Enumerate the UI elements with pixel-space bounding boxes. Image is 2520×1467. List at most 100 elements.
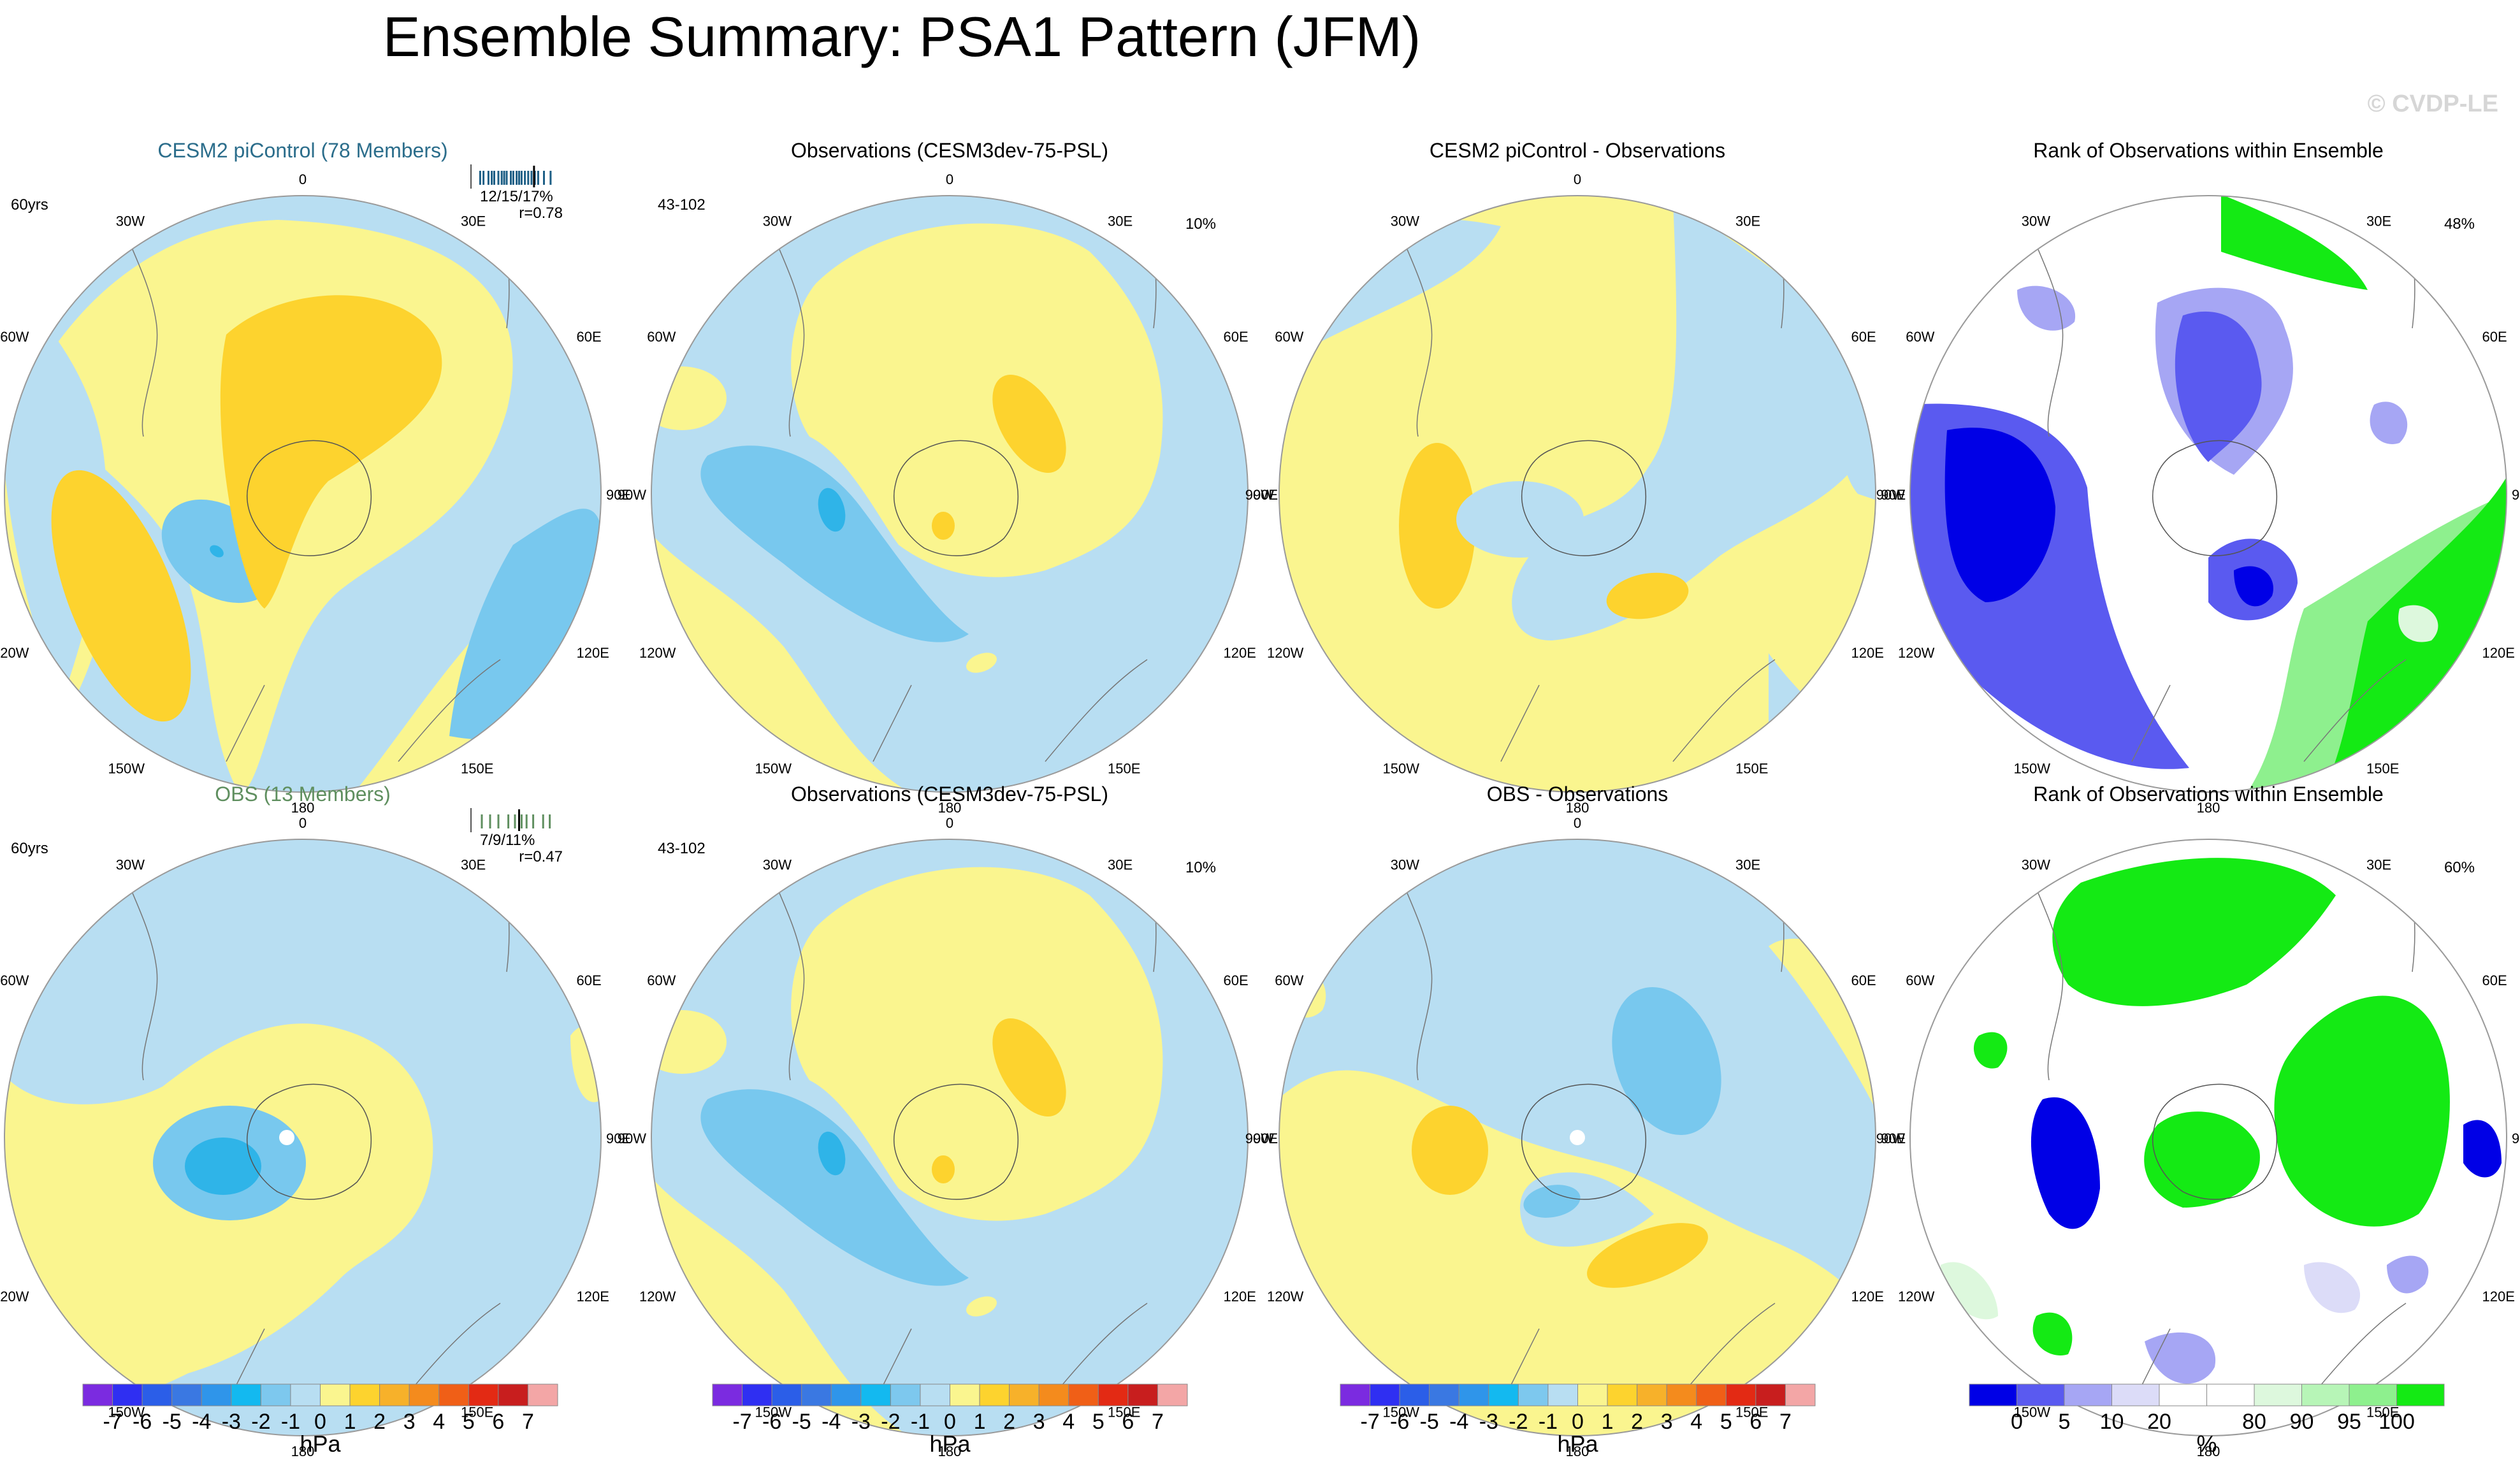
colorbar-swatch [1755,1384,1786,1406]
longitude-label: 150E [1735,1405,1768,1420]
colorbar-tick-label: 1 [974,1410,986,1434]
longitude-label: 60E [1224,972,1249,988]
rank-region [2234,566,2273,607]
contour-region [992,1018,1066,1117]
colorbar-tick-label: 80 [2242,1410,2266,1434]
colorbar-tick-label: 0 [314,1410,326,1434]
colorbar-tick-label: -2 [251,1410,270,1434]
colorbar-tick-label: -6 [1390,1410,1409,1434]
antarctica-outline [2152,440,2278,556]
map-border [1909,839,2507,1436]
colorbar-swatch [527,1384,558,1406]
colorbar-swatch [171,1384,202,1406]
colorbar-tick-label: -7 [103,1410,122,1434]
rank-region [2398,605,2438,642]
percent-label: 10% [1185,859,1216,876]
coastline [1045,659,1148,762]
coastline [1500,684,1540,762]
antarctica-outline [247,440,372,556]
contour-region [791,223,1163,577]
longitude-label: 90W [618,487,646,503]
longitude-label: 150W [2014,761,2051,777]
contour-region [1769,653,1876,792]
panel-title: CESM2 piControl - Observations [1430,139,1725,162]
antarctica-outline [894,1083,1019,1200]
longitude-label: 150W [108,761,145,777]
longitude-label: 60W [647,329,676,345]
colorbar-swatch [320,1384,351,1406]
map-panel: 30E 60E 90E 120E 150E 180 150W 120W 90W 60W 30W Ran… [1876,139,2520,816]
pattern-correlation: r=0.47 [519,848,563,865]
colorbar-tick-label: -4 [192,1410,211,1434]
longitude-label: 90W [1245,1131,1274,1146]
panel-grid: 030E60E90E120E150E180150W120W90W60W30WCE… [0,139,2520,1459]
map-border [651,839,1249,1436]
colorbar: -7 -6 -5 -4 -3 -2 -1 0 1 2 3 4 5 6 7 hPa [712,1384,1188,1457]
longitude-label: 0 [1574,171,1581,187]
colorbar: -7 -6 -5 -4 -3 -2 -1 0 1 2 3 4 5 6 7 hPa [1340,1384,1816,1457]
longitude-label: 150E [1108,761,1140,777]
contour-region [1399,443,1475,609]
longitude-label: 30W [1391,856,1419,872]
percent-label: 60% [2444,859,2475,876]
colorbar-swatch [498,1384,528,1406]
colorbar-tick-label: 2 [373,1410,386,1434]
colorbar-swatch [349,1384,380,1406]
antarctica-outline [247,1083,372,1200]
coastline [398,659,501,762]
longitude-label: 60E [1851,972,1876,988]
colorbar-swatch [920,1384,950,1406]
rank-region [2052,858,2336,1006]
longitude-label: 120W [639,645,676,661]
map-border [4,839,602,1436]
colorbar-swatch [2064,1384,2112,1406]
longitude-label: 150W [755,1405,792,1420]
colorbar-swatch [771,1384,802,1406]
longitude-label: 30E [2366,856,2391,872]
longitude-label: 60W [1906,972,1934,988]
rank-region [2274,995,2450,1227]
contour-region [1456,481,1584,558]
colorbar-tick-label: 3 [1661,1410,1673,1434]
longitude-label: 150E [2366,1405,2399,1420]
colorbar-swatch [1038,1384,1069,1406]
coastline [226,684,265,762]
longitude-label: 30W [1391,213,1419,229]
colorbar-swatch [2206,1384,2255,1406]
longitude-label: 180 [938,800,962,816]
colorbar-swatch [1696,1384,1727,1406]
longitude-label: 150W [755,761,792,777]
contour-region [651,366,727,430]
longitude-label: 30E [461,856,486,872]
colorbar-tick-label: 6 [1122,1410,1134,1434]
longitude-label: 150W [1383,1405,1420,1420]
colorbar-tick-label: 0 [1572,1410,1584,1434]
colorbar-swatch [1127,1384,1158,1406]
colorbar-swatch [1666,1384,1697,1406]
longitude-label: 60W [0,329,29,345]
colorbar-tick-label: 5 [2059,1410,2071,1434]
colorbar-swatch [1399,1384,1430,1406]
rank-region [1944,428,2055,602]
rank-region [2032,1312,2073,1355]
colorbar-tick-label: 4 [433,1410,445,1434]
longitude-label: 120W [1267,1289,1304,1304]
contour-region [210,545,224,558]
colorbar-swatch [2111,1384,2160,1406]
longitude-label: 120W [0,1289,29,1304]
contour-region [700,445,969,642]
longitude-label: 180 [2197,1443,2220,1459]
longitude-label: 90E [1253,1131,1278,1146]
map-panel: 030E60E90E120E150E180150W120W90W60W30WOB… [1245,783,1906,1459]
colorbar-swatch [2159,1384,2207,1406]
colorbar-swatch [260,1384,291,1406]
longitude-label: 180 [2197,800,2220,816]
colorbar-tick-label: -5 [163,1410,182,1434]
map-panel: 030E60E90E120E150E180150W120W90W60W30WOB… [0,783,631,1459]
colorbar-swatch [2301,1384,2350,1406]
map-disc [1910,839,2507,1436]
colorbar-swatch [379,1384,410,1406]
longitude-label: 120E [1224,645,1256,661]
longitude-label: 30E [1108,213,1133,229]
map-panel: 30E 60E 90E 120E 150E 180 150W 120W 90W 60W 30W Ran… [1876,783,2520,1459]
